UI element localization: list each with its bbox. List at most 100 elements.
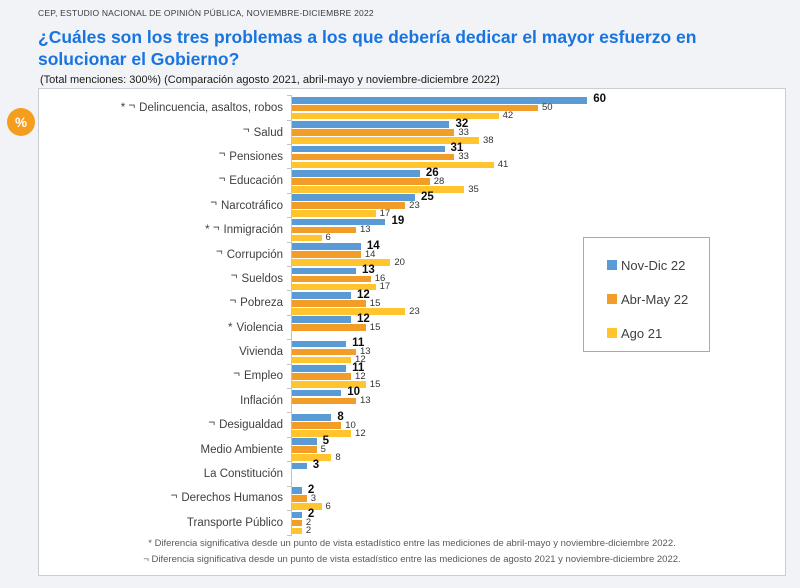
bar-group: 31 33 41 (287, 142, 785, 171)
bar-group: 32 33 38 (287, 118, 785, 146)
value-label: 6 (325, 500, 331, 512)
bar-slot: 6 (292, 232, 785, 244)
value-label: 13 (361, 264, 375, 277)
bar-slot: 16 (292, 274, 785, 283)
bar-slot: 5 (292, 443, 785, 455)
value-label: 26 (425, 166, 439, 179)
legend-label: Abr-May 22 (621, 291, 689, 307)
chart-row: ¬ Educación 26 28 35 (39, 166, 785, 193)
chart-row: Vivienda 11 13 12 (39, 337, 785, 364)
bar-ago-21 (292, 186, 465, 193)
value-label: 3 (312, 459, 320, 472)
value-label: 33 (458, 126, 469, 138)
bar-slot: 32 (292, 118, 785, 129)
bar-abr-may-22 (292, 226, 356, 234)
value-label: 14 (364, 248, 376, 260)
significance-marker: ¬ (170, 489, 178, 502)
value-label: 38 (482, 134, 494, 146)
value-label: 12 (357, 312, 370, 325)
bar-slot: 14 (292, 240, 785, 251)
value-label: 10 (345, 419, 356, 431)
bar-slot: 2 (292, 508, 785, 521)
bar-group: 19 13 6 (287, 216, 785, 244)
value-label: 28 (433, 175, 445, 187)
bar-slot: 11 (292, 362, 785, 373)
category-label: ¬ Empleo (233, 367, 283, 383)
bar-abr-may-22 (292, 178, 430, 185)
bar-group: 12 15 (287, 312, 785, 340)
category-label: Inflación (240, 394, 283, 407)
significance-marker: ¬ (210, 197, 217, 210)
value-label: 2 (307, 508, 315, 521)
category-label: La Constitución (203, 468, 283, 481)
bar-abr-may-22 (292, 348, 356, 356)
category-label: ¬ Pobreza (229, 294, 283, 310)
bar-ago-21 (292, 137, 479, 144)
bar-group: 60 50 42 (287, 93, 785, 120)
bar-ago-21 (292, 210, 376, 218)
bar-ago-21 (292, 308, 406, 315)
value-label: 11 (352, 337, 365, 350)
bar-abr-may-22 (292, 397, 356, 405)
bar-nov-dic-22 (292, 194, 415, 202)
chart-row: Inflación 10 13 (39, 387, 785, 414)
chart-row: Medio Ambiente 5 5 8 (39, 435, 785, 463)
bar-slot: 13 (292, 264, 785, 277)
bar-slot: 31 (292, 142, 785, 155)
value-label: 5 (320, 443, 326, 455)
bar-abr-may-22 (292, 446, 317, 453)
value-label: 8 (335, 451, 341, 463)
significance-marker: * (228, 321, 233, 334)
bar-slot: 2 (292, 518, 785, 527)
value-label: 6 (325, 232, 331, 244)
legend-item-ago-21: Ago 21 (607, 316, 709, 350)
bar-slot: 23 (292, 201, 785, 210)
percent-badge-label: % (14, 114, 27, 130)
significance-marker: * ¬ (120, 99, 136, 115)
bar-slot: 13 (292, 346, 785, 358)
bar-slot (292, 479, 785, 486)
value-label: 60 (593, 93, 606, 106)
chart-row: La Constitución 3 (39, 459, 785, 487)
significance-marker: ¬ (229, 294, 237, 307)
report-kicker: CEP, ESTUDIO NACIONAL DE OPINIÓN PÚBLICA… (38, 8, 374, 18)
value-label: 25 (421, 191, 434, 204)
category-label: ¬ Desigualdad (208, 416, 283, 432)
bar-nov-dic-22 (292, 487, 302, 494)
category-label: ¬ Narcotráfico (210, 197, 283, 212)
value-label: 31 (450, 142, 464, 155)
bar-nov-dic-22 (292, 316, 352, 324)
bar-ago-21 (292, 381, 366, 388)
legend-label: Nov-Dic 22 (621, 257, 686, 273)
bar-slot: 60 (292, 93, 785, 106)
chart-card: * ¬ Delincuencia, asaltos, robos 60 50 42 ¬ Sa… (38, 88, 786, 576)
bar-ago-21 (292, 161, 494, 169)
bar-ago-21 (292, 234, 322, 242)
value-label: 13 (359, 346, 371, 358)
bar-slot: 3 (292, 492, 785, 504)
legend-item-nov-dic-22: Nov-Dic 22 (607, 248, 709, 282)
bar-group: 11 13 12 (287, 337, 785, 364)
bar-slot: 20 (292, 256, 785, 268)
bar-chart: * ¬ Delincuencia, asaltos, robos 60 50 42 ¬ Sa… (39, 93, 785, 537)
bar-nov-dic-22 (292, 511, 302, 519)
bar-nov-dic-22 (292, 243, 361, 250)
value-label: 12 (357, 288, 370, 301)
bar-slot: 50 (292, 103, 785, 112)
value-label: 8 (337, 410, 344, 423)
value-label: 41 (497, 159, 509, 171)
value-label: 3 (310, 492, 317, 504)
bar-slot: 28 (292, 175, 785, 187)
chart-row: * Violencia 12 15 (39, 312, 785, 340)
bar-slot: 25 (292, 191, 785, 204)
bar-slot: 42 (292, 111, 785, 120)
bar-ago-21 (292, 283, 376, 291)
bar-nov-dic-22 (292, 292, 352, 299)
value-label: 20 (394, 256, 405, 268)
significance-marker: ¬ (208, 416, 216, 429)
significance-marker: ¬ (242, 124, 250, 137)
value-label: 17 (379, 207, 391, 219)
significance-marker: ¬ (230, 270, 238, 283)
bar-group: 10 13 (287, 387, 785, 414)
